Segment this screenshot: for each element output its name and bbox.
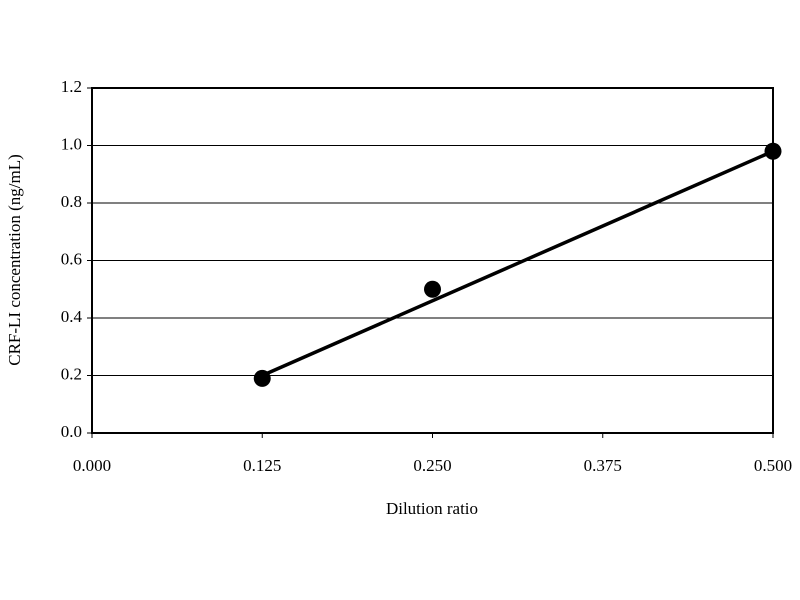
y-tick-label: 0.4 (61, 307, 83, 326)
y-axis-label: CRF-LI concentration (ng/mL) (5, 154, 24, 366)
x-tick-label: 0.375 (584, 456, 622, 475)
y-tick-label: 0.6 (61, 249, 82, 268)
x-tick-label: 0.125 (243, 456, 281, 475)
data-point (253, 369, 271, 387)
x-axis-label: Dilution ratio (386, 499, 478, 518)
data-point (424, 280, 441, 298)
x-tick-label: 0.500 (754, 456, 792, 475)
y-tick-label: 1.2 (61, 77, 82, 96)
y-tick-label: 0.8 (61, 192, 82, 211)
data-point (764, 142, 782, 160)
y-tick-label: 1.0 (61, 134, 82, 153)
trend-line (261, 149, 774, 378)
x-tick-label: 0.250 (413, 456, 451, 475)
y-tick-label: 0.2 (61, 364, 82, 383)
y-tick-label: 0.0 (61, 422, 82, 441)
x-tick-label: 0.000 (73, 456, 111, 475)
plot-frame (91, 87, 774, 434)
